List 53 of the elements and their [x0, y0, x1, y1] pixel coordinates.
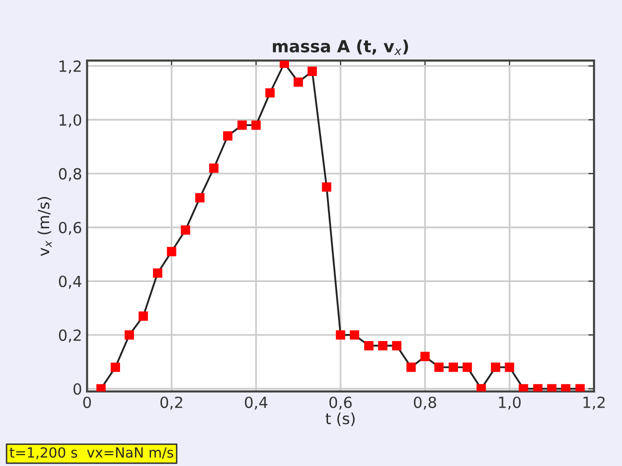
- point: [294, 77, 303, 87]
- point: [533, 384, 542, 392]
- x-tick-label: 1,0: [499, 396, 521, 410]
- y-tick-label: 0,2: [58, 329, 81, 343]
- x-axis-title: t (s): [326, 412, 355, 426]
- point: [378, 341, 388, 350]
- y-tick-label: 0: [74, 383, 82, 395]
- point: [420, 352, 430, 362]
- text: t=1,200 s vx=NaN m/s: [10, 447, 174, 460]
- x-tick-label: 1,2: [584, 396, 605, 410]
- point: [110, 362, 120, 372]
- point: [322, 182, 332, 192]
- point: [434, 362, 444, 372]
- x-tick-label: 0,2: [160, 396, 182, 410]
- y-tick-label: 0,6: [58, 222, 82, 235]
- point: [547, 384, 556, 392]
- point: [392, 341, 402, 350]
- point: [237, 120, 247, 130]
- point: [364, 341, 374, 350]
- x-tick-label: 0,6: [329, 396, 352, 410]
- point: [336, 330, 346, 340]
- point: [265, 88, 275, 98]
- point: [138, 311, 148, 321]
- y-tick-label: 1,0: [60, 114, 82, 128]
- point: [406, 362, 416, 372]
- chart-title: massa A (t, v$_{x}$): [272, 40, 408, 55]
- point: [251, 120, 261, 130]
- x-tick-label: 0: [83, 396, 91, 408]
- point: [209, 164, 218, 173]
- point: [350, 330, 360, 340]
- point: [518, 384, 528, 392]
- point: [280, 60, 290, 68]
- point: [504, 362, 514, 372]
- point: [195, 193, 205, 202]
- x-tick-label: 0,8: [414, 396, 436, 410]
- y-tick-label: 0,4: [58, 276, 82, 289]
- x-tick-label: 0,4: [244, 396, 268, 410]
- point: [490, 362, 500, 372]
- point: [180, 225, 190, 235]
- point: [462, 362, 472, 372]
- point: [124, 330, 134, 340]
- point: [448, 362, 458, 372]
- point: [308, 66, 317, 76]
- point: [575, 384, 585, 392]
- point: [166, 246, 176, 256]
- y-tick-label: 0,8: [58, 168, 82, 182]
- point: [223, 131, 232, 141]
- y-tick-label: 1,2: [60, 60, 81, 74]
- point: [96, 384, 106, 392]
- point: [152, 268, 162, 278]
- y-axis-title: v$_{x}$ (m/s): [38, 197, 52, 256]
- point: [561, 384, 570, 392]
- point: [476, 384, 486, 392]
